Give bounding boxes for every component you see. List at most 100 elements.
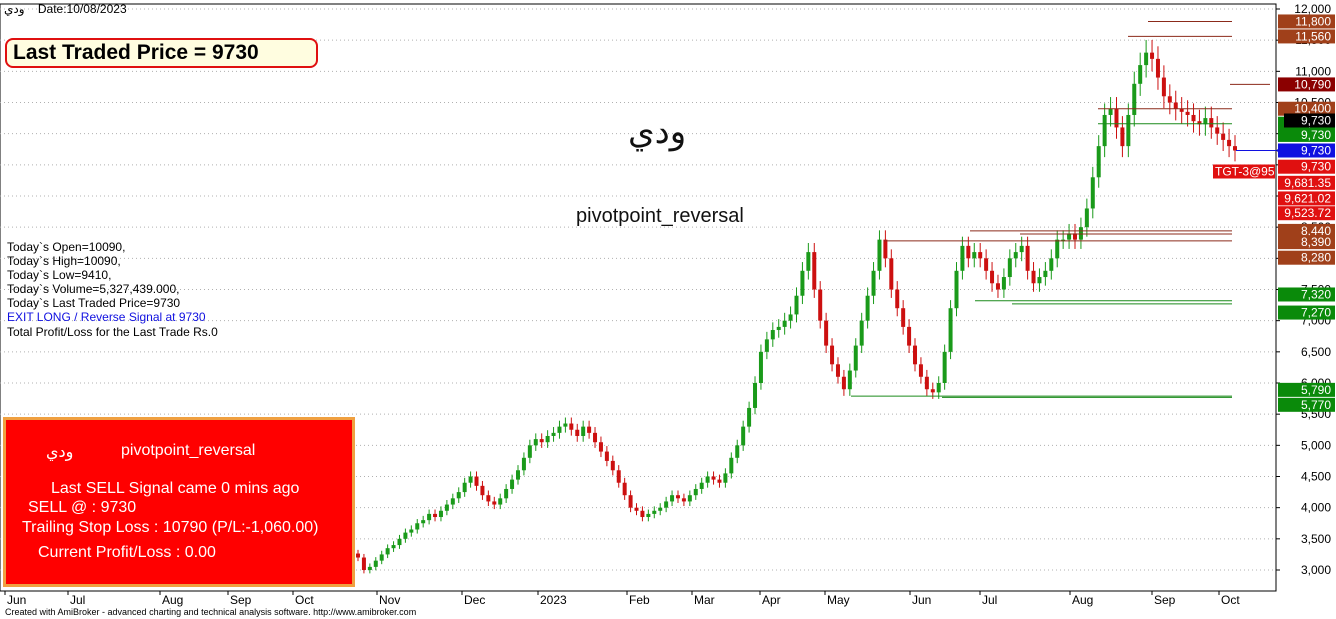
candle-body — [593, 432, 598, 443]
candle-body — [492, 501, 497, 505]
tag-10400: 10,400 — [1294, 102, 1331, 116]
candle-body — [1126, 114, 1131, 147]
candle-body — [705, 476, 710, 483]
x-tick-label: Oct — [1221, 593, 1240, 607]
tag-7320: 7,320 — [1301, 287, 1331, 301]
x-tick-label: Sep — [1154, 593, 1176, 607]
candle-body — [995, 283, 1000, 290]
candle-body — [622, 482, 627, 496]
candle-body — [515, 470, 520, 480]
candle-body — [841, 376, 846, 390]
candle-body — [948, 308, 953, 352]
candle-body — [1043, 270, 1048, 278]
candle-body — [735, 445, 740, 458]
candle-body — [403, 532, 408, 539]
candle-body — [758, 351, 763, 383]
candle-body — [468, 476, 473, 483]
candle-body — [1090, 177, 1095, 209]
candle-body — [1084, 208, 1089, 228]
candle-body — [812, 252, 817, 290]
y-tick-label: 12,000 — [1294, 2, 1331, 16]
candle-body — [356, 553, 360, 558]
y-tick-label: 3,500 — [1301, 532, 1331, 546]
candle-body — [859, 320, 864, 346]
candle-body — [794, 295, 799, 315]
candle-body — [741, 426, 746, 446]
candle-body — [1144, 52, 1149, 66]
candle-body — [385, 548, 390, 555]
candle-body — [966, 245, 971, 259]
tag-target-2-bg — [1278, 175, 1335, 190]
tag-last-black-bg — [1284, 113, 1335, 128]
signal-box-line4: Current Profit/Loss : 0.00 — [38, 544, 216, 561]
candle-body — [1078, 227, 1083, 240]
y-tick-label: 6,500 — [1301, 345, 1331, 359]
candle-body — [1108, 108, 1113, 115]
candle-body — [1013, 252, 1018, 259]
x-tick-label: Mar — [694, 593, 715, 607]
candle-body — [646, 513, 651, 518]
candle-body — [628, 495, 633, 508]
candle-body — [1173, 102, 1178, 109]
tag-last-black: 9,730 — [1301, 113, 1331, 127]
candle-body — [1167, 96, 1172, 103]
tag-10790: 10,790 — [1294, 77, 1331, 91]
candle-body — [409, 529, 414, 533]
candle-body — [1049, 258, 1054, 271]
candle-body — [978, 252, 983, 259]
candle-body — [1019, 245, 1024, 253]
candle-body — [1132, 83, 1137, 115]
tag-11560: 11,560 — [1295, 29, 1331, 43]
x-tick-label: Aug — [162, 593, 183, 607]
candle-body — [367, 566, 372, 570]
info-high: Today`s High=10090, — [7, 254, 121, 269]
candle-body — [972, 252, 977, 259]
signal-box: ودي pivotpoint_reversal Last SELL Signal… — [3, 417, 355, 587]
tag-11560-bg — [1278, 29, 1335, 44]
candle-body — [1203, 118, 1208, 125]
candle-body — [533, 439, 538, 446]
candle-body — [693, 488, 698, 496]
signal-box-line3: Trailing Stop Loss : 10790 (P/L:-1,060.0… — [22, 519, 319, 536]
x-tick-label: Jul — [70, 593, 85, 607]
candle-body — [1179, 108, 1184, 112]
candle-body — [415, 523, 420, 530]
candle-body — [634, 507, 639, 511]
tag-11800: 11,800 — [1295, 14, 1331, 28]
candle-body — [1233, 146, 1237, 151]
candle-body — [729, 457, 734, 474]
tag-9730-blue: 9,730 — [1301, 143, 1331, 157]
x-tick-label: Dec — [464, 593, 485, 607]
candle-body — [616, 470, 621, 483]
tag-5770-bg — [1278, 397, 1335, 412]
candle-body — [1114, 108, 1119, 128]
candle-body — [539, 439, 544, 443]
candle-body — [551, 432, 556, 436]
candle-body — [853, 345, 858, 371]
tag-10400-bg — [1278, 101, 1335, 116]
candle-body — [557, 426, 562, 433]
candle-body — [788, 314, 793, 321]
candle-body — [907, 326, 912, 346]
candle-body — [474, 476, 479, 486]
candle-body — [818, 289, 823, 321]
candle-body — [990, 270, 995, 284]
x-tick-label: Aug — [1072, 593, 1093, 607]
tag-10790-bg — [1278, 77, 1335, 92]
candle-body — [960, 245, 965, 271]
candle-body — [658, 507, 663, 511]
candle-body — [1215, 127, 1220, 134]
candle-body — [575, 429, 580, 436]
candle-body — [1185, 111, 1190, 115]
signal-box-system: pivotpoint_reversal — [121, 442, 256, 459]
x-tick-label: Sep — [230, 593, 252, 607]
info-low: Today`s Low=9410, — [7, 268, 112, 283]
candle-body — [391, 545, 396, 549]
candle-body — [664, 501, 669, 508]
candle-body — [1138, 65, 1143, 84]
candle-body — [687, 495, 692, 502]
tag-7270: 7,270 — [1301, 306, 1331, 320]
tag-8390-bg — [1278, 235, 1335, 250]
candle-body — [598, 442, 603, 452]
tag-7320-bg — [1278, 287, 1335, 302]
